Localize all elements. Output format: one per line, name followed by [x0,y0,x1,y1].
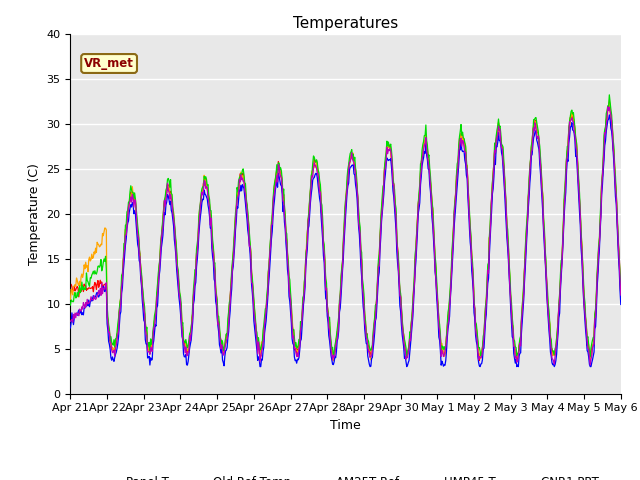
CNR1 PRT [390,198,398,204]
Panel T [617,292,625,298]
Line: Panel T: Panel T [70,102,621,360]
Panel T [390,194,398,200]
HMP45 T [605,112,613,118]
Old Ref Temp [67,297,74,302]
HMP45 T [445,313,453,319]
AM25T Ref [188,323,195,329]
Panel T [476,358,483,363]
Old Ref Temp [445,299,453,304]
Line: CNR1 PRT: CNR1 PRT [70,107,621,365]
Legend: Panel T, Old Ref Temp, AM25T Ref, HMP45 T, CNR1 PRT: Panel T, Old Ref Temp, AM25T Ref, HMP45 … [88,471,604,480]
X-axis label: Time: Time [330,419,361,432]
Old Ref Temp [338,267,346,273]
Old Ref Temp [617,292,625,298]
HMP45 T [338,280,346,286]
Panel T [445,310,452,316]
Panel T [188,331,195,336]
Old Ref Temp [567,114,575,120]
CNR1 PRT [445,318,452,324]
Title: Temperatures: Temperatures [293,16,398,31]
Line: AM25T Ref: AM25T Ref [70,95,621,357]
CNR1 PRT [586,362,594,368]
CNR1 PRT [617,292,625,298]
HMP45 T [67,325,74,331]
AM25T Ref [445,305,452,311]
Old Ref Temp [188,326,195,332]
Panel T [605,99,613,105]
CNR1 PRT [337,285,345,291]
HMP45 T [392,216,399,221]
AM25T Ref [586,354,594,360]
AM25T Ref [617,288,625,294]
AM25T Ref [211,260,219,265]
Old Ref Temp [392,207,399,213]
Old Ref Temp [605,97,613,103]
AM25T Ref [337,274,345,280]
CNR1 PRT [188,330,195,336]
Y-axis label: Temperature (C): Temperature (C) [28,163,41,264]
AM25T Ref [390,187,398,192]
HMP45 T [211,279,219,285]
Line: Old Ref Temp: Old Ref Temp [70,100,621,360]
Panel T [67,284,74,289]
CNR1 PRT [211,268,219,274]
HMP45 T [567,124,575,130]
AM25T Ref [605,92,613,98]
HMP45 T [188,337,195,343]
HMP45 T [617,301,625,307]
Panel T [337,279,345,285]
CNR1 PRT [67,318,74,324]
Text: VR_met: VR_met [84,57,134,70]
Panel T [211,269,219,275]
AM25T Ref [67,302,74,308]
Panel T [567,115,575,121]
CNR1 PRT [604,104,612,109]
Old Ref Temp [330,358,337,363]
Old Ref Temp [211,268,219,274]
HMP45 T [256,364,264,370]
CNR1 PRT [566,119,574,124]
Line: HMP45 T: HMP45 T [70,115,621,367]
AM25T Ref [566,113,574,119]
